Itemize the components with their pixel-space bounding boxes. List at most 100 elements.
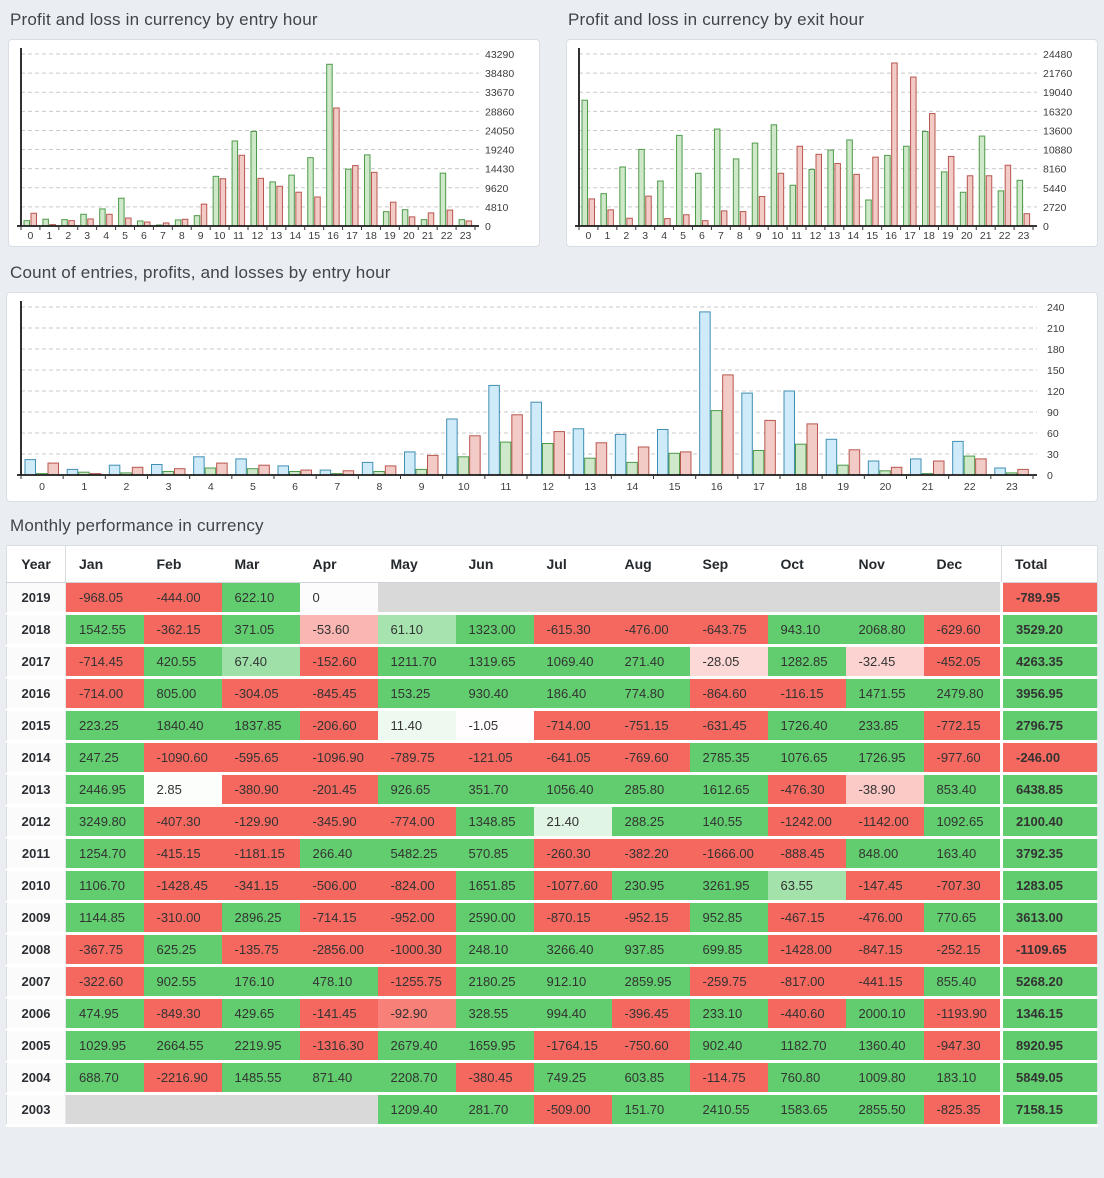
x-axis-tick-label: 0 — [39, 481, 45, 493]
y-axis-tick-label: 0 — [1043, 221, 1049, 233]
month-cell: 1056.40 — [533, 773, 612, 807]
profit-bar — [118, 197, 125, 227]
month-cell: 1029.95 — [65, 1029, 144, 1063]
column-header-mar: Mar — [221, 545, 300, 583]
month-cell: -2856.00 — [299, 933, 378, 967]
month-cell: -847.15 — [845, 933, 924, 967]
month-cell: 3249.80 — [65, 805, 144, 839]
x-axis-tick-label: 12 — [252, 230, 264, 242]
month-cell: 760.80 — [767, 1061, 846, 1095]
x-axis-tick-label: 19 — [942, 230, 954, 242]
dashboard: Profit and loss in currency by entry hou… — [6, 6, 1098, 1127]
month-cell — [923, 582, 1002, 615]
y-axis-tick-label: 10880 — [1043, 145, 1072, 157]
year-cell: 2019 — [6, 582, 66, 615]
month-cell: -714.00 — [533, 709, 612, 743]
table-row-2018: 2018 1542.55 -362.15 371.05 -53.60 61.10 1323.… — [6, 613, 1098, 647]
profit-bar — [903, 145, 910, 227]
month-cell: 1009.80 — [845, 1061, 924, 1095]
y-axis-tick-label: 43290 — [485, 49, 514, 61]
y-axis-tick-label: 19240 — [485, 145, 514, 157]
month-cell: -367.75 — [65, 933, 144, 967]
month-cell: 3266.40 — [533, 933, 612, 967]
monthly-performance-title: Monthly performance in currency — [10, 516, 264, 535]
losses-bar — [722, 374, 734, 476]
month-cell: -304.05 — [221, 677, 300, 711]
profits-bar — [499, 441, 512, 476]
month-cell: -116.15 — [767, 677, 846, 711]
profit-bar — [997, 190, 1005, 227]
table-row-2016: 2016 -714.00 805.00 -304.05 -845.45 153.25 930… — [6, 677, 1098, 711]
month-cell: -817.00 — [767, 965, 846, 999]
month-cell: 1209.40 — [377, 1093, 456, 1127]
loss-bar — [295, 191, 302, 227]
month-cell: 5482.25 — [377, 837, 456, 871]
month-cell: 63.55 — [767, 869, 846, 903]
losses-bar — [595, 442, 608, 476]
entries-bar — [277, 465, 289, 476]
month-cell: -121.05 — [455, 741, 534, 775]
month-cell: -506.00 — [299, 869, 378, 903]
profit-bar — [770, 124, 778, 227]
y-axis-tick-label: 28860 — [485, 106, 514, 118]
x-axis-tick-label: 8 — [179, 230, 185, 242]
month-cell: -789.75 — [377, 741, 456, 775]
x-axis-tick-label: 14 — [847, 230, 859, 242]
x-axis-tick-label: 8 — [737, 230, 743, 242]
entries-bar — [825, 438, 838, 476]
x-axis-tick-label: 22 — [964, 481, 976, 493]
month-cell: -135.75 — [221, 933, 300, 967]
month-cell — [377, 582, 456, 615]
month-cell: 1542.55 — [65, 613, 144, 647]
month-cell: 2446.95 — [65, 773, 144, 807]
table-row-2012: 2012 3249.80 -407.30 -129.90 -345.90 -774.00 1… — [6, 805, 1098, 839]
month-cell: -129.90 — [221, 805, 300, 839]
month-cell: 233.10 — [689, 997, 768, 1031]
profit-bar — [420, 219, 428, 227]
x-axis-tick-label: 3 — [166, 481, 172, 493]
month-cell: 2896.25 — [221, 901, 300, 935]
month-cell: 2068.80 — [845, 613, 924, 647]
entries-bar — [867, 460, 880, 476]
total-cell: 4263.35 — [1000, 645, 1098, 679]
profit-bar — [619, 166, 626, 227]
loss-bar — [181, 218, 189, 227]
y-axis-tick-label: 0 — [485, 221, 491, 233]
month-cell: -1181.15 — [221, 837, 300, 871]
entry-hour-chart-card: 0 4810 9620 14430 19240 24050 28860 33670 38480 4… — [8, 39, 540, 247]
month-cell: -707.30 — [923, 869, 1002, 903]
month-cell: 1323.00 — [455, 613, 534, 647]
entries-bar — [488, 384, 500, 476]
month-cell: 770.65 — [923, 901, 1002, 935]
month-cell: 429.65 — [221, 997, 300, 1031]
loss-bar — [815, 153, 822, 227]
month-cell: -310.00 — [143, 901, 222, 935]
x-axis-tick-label: 16 — [711, 481, 723, 493]
x-axis-tick-label: 10 — [772, 230, 784, 242]
month-cell: -870.15 — [533, 901, 612, 935]
top-charts-row: Profit and loss in currency by entry hou… — [8, 6, 1098, 247]
month-cell: 1254.70 — [65, 837, 144, 871]
x-axis-tick-label: 6 — [141, 230, 147, 242]
month-cell — [143, 1093, 222, 1127]
column-header-nov: Nov — [845, 545, 924, 583]
loss-bar — [947, 155, 955, 227]
losses-bar — [511, 414, 523, 476]
profit-bar — [884, 154, 891, 227]
column-header-oct: Oct — [767, 545, 846, 583]
x-axis-tick-label: 18 — [795, 481, 807, 493]
loss-bar — [219, 178, 227, 227]
month-cell: -415.15 — [143, 837, 222, 871]
profits-bar — [246, 468, 259, 476]
profit-bar — [808, 168, 815, 227]
month-cell: 902.40 — [689, 1029, 768, 1063]
month-cell: 902.55 — [143, 965, 222, 999]
entries-bar — [530, 401, 542, 476]
month-cell: -441.15 — [845, 965, 924, 999]
profit-bar — [307, 157, 314, 227]
entries-bar — [910, 458, 922, 476]
month-cell: -380.90 — [221, 773, 300, 807]
column-header-year: Year — [6, 545, 66, 583]
month-cell: 11.40 — [377, 709, 456, 743]
month-cell: 1612.65 — [689, 773, 768, 807]
